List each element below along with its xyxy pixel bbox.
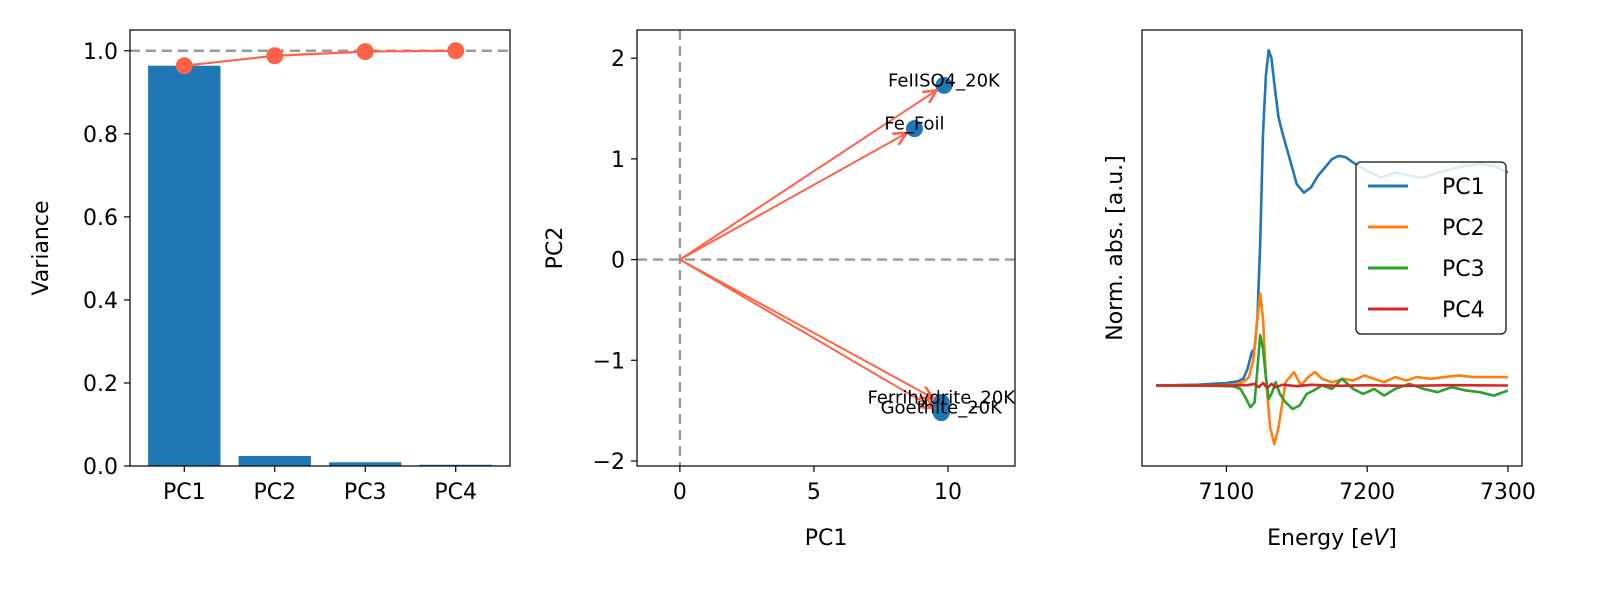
- scores-axes-frame: [636, 29, 1016, 467]
- legend-label: PC1: [1442, 175, 1485, 200]
- x-tick-label: 7100: [1198, 480, 1254, 505]
- score-point: [905, 120, 923, 138]
- point-label: Ferrihydrite_20K: [867, 388, 1016, 409]
- loading-arrow: [679, 90, 937, 261]
- scores-panel: FeIISO4_20K Fe_Foil Ferrihydrite_20KGoethi…: [543, 29, 1016, 551]
- legend-label: PC2: [1442, 216, 1485, 241]
- y-tick-label: −1: [593, 349, 625, 374]
- x-tick-label: PC1: [163, 480, 206, 505]
- y-tick-label: 0.6: [83, 206, 118, 231]
- x-tick-label: 0: [673, 480, 687, 505]
- cumulative-variance-point: [356, 43, 374, 61]
- series-line-pc3: [1156, 333, 1509, 411]
- variance-bar-pc4: [419, 464, 492, 466]
- cumulative-variance-point: [266, 47, 284, 65]
- y-tick-label: 0.8: [83, 123, 118, 148]
- legend-label: PC4: [1442, 298, 1485, 323]
- variance-bar-pc3: [329, 462, 402, 466]
- x-tick-label: PC3: [344, 480, 387, 505]
- x-tick-label: PC2: [253, 480, 296, 505]
- cumulative-variance-line: [184, 49, 456, 67]
- y-tick-label: 0.2: [83, 372, 118, 397]
- loading-arrow: [679, 133, 907, 261]
- y-tick-label: 0.0: [83, 455, 118, 480]
- y-tick-label: 0.4: [83, 289, 118, 314]
- point-label: FeIISO4_20K: [888, 70, 1001, 91]
- x-tick-label: 7300: [1480, 480, 1536, 505]
- score-point: [932, 404, 950, 422]
- variance-bar-pc2: [238, 456, 311, 466]
- components-axes-frame: [1141, 29, 1523, 467]
- variance-panel: PC1 PC2 PC3 PC4 0.0 0.2 0.4 0.6 0.8 1.0 Variance: [29, 29, 511, 505]
- point-label: Goethite_20K: [881, 398, 1004, 419]
- cumulative-variance-point: [447, 42, 465, 60]
- cumulative-variance-point: [175, 57, 193, 75]
- variance-bar-pc1: [148, 65, 221, 466]
- y-tick-label: 1.0: [83, 40, 118, 65]
- components-ylabel: Norm. abs. [a.u.]: [1103, 155, 1128, 340]
- score-point: [935, 76, 953, 94]
- x-tick-label: 10: [934, 480, 962, 505]
- y-tick-label: 0: [611, 249, 625, 274]
- x-tick-label: 7200: [1339, 480, 1395, 505]
- legend: PC1 PC2 PC3 PC4: [1355, 161, 1507, 335]
- point-label: Fe_Foil: [884, 114, 944, 135]
- y-tick-label: 2: [611, 47, 625, 72]
- loading-arrow: [679, 258, 934, 409]
- components-xlabel: Energy [eV]: [1267, 526, 1397, 551]
- x-tick-label: 5: [807, 480, 821, 505]
- components-panel: 7100 7200 7300 Energy [eV] Norm. abs. [a.u…: [1103, 29, 1536, 551]
- scores-xlabel: PC1: [805, 526, 848, 551]
- series-line-pc2: [1156, 291, 1508, 446]
- scores-ylabel: PC2: [543, 227, 568, 270]
- legend-box: [1355, 161, 1507, 335]
- variance-ylabel: Variance: [29, 200, 54, 295]
- loading-arrow: [679, 258, 933, 399]
- x-tick-label: PC4: [434, 480, 477, 505]
- legend-label: PC3: [1442, 257, 1485, 282]
- y-tick-label: 1: [611, 148, 625, 173]
- y-tick-label: −2: [593, 450, 625, 475]
- variance-axes-frame: [129, 29, 511, 467]
- series-line-pc4: [1156, 381, 1508, 390]
